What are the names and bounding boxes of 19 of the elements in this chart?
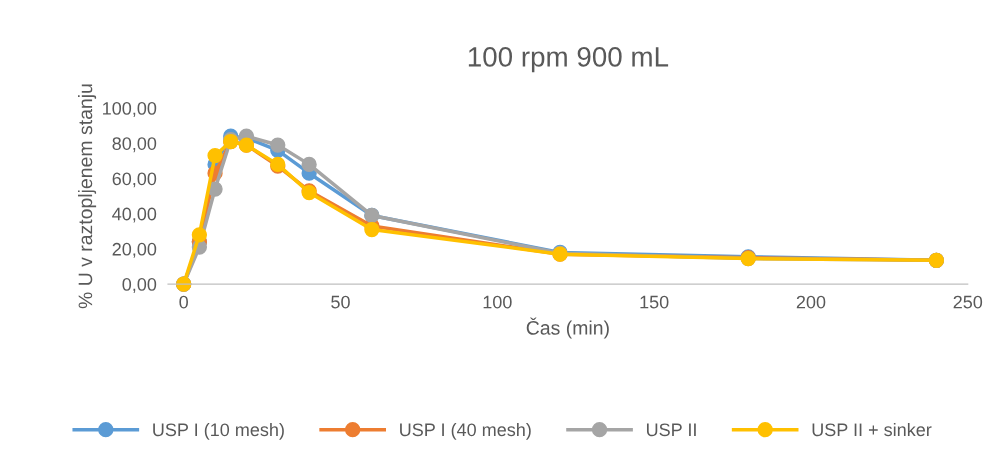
x-tick-label: 0 (179, 295, 188, 309)
y-tick-label: 0,00 (122, 278, 157, 293)
x-tick-label: 100 (483, 295, 512, 309)
y-tick-label: 60,00 (112, 172, 157, 188)
x-tick-label: 50 (331, 295, 350, 309)
legend-label: USP II + sinker (812, 422, 932, 437)
x-tick-label: 250 (953, 295, 983, 309)
chart-title: 100 rpm 900 mL (468, 47, 669, 73)
y-tick-label: 100,00 (103, 102, 157, 117)
x-tick-label: 150 (640, 295, 669, 309)
y-axis-title: % U v raztopljenem stanju (77, 84, 97, 309)
legend-label: USP I (40 mesh) (400, 422, 531, 440)
y-tick-label: 40,00 (112, 207, 157, 223)
x-axis-title: Čas (min) (526, 317, 609, 339)
y-tick-label: 80,00 (112, 137, 157, 153)
legend-label: USP I (10 mesh) (153, 422, 284, 440)
legend-label: USP II (646, 423, 696, 437)
y-tick-label: 20,00 (112, 242, 157, 258)
x-tick-label: 200 (796, 295, 826, 309)
